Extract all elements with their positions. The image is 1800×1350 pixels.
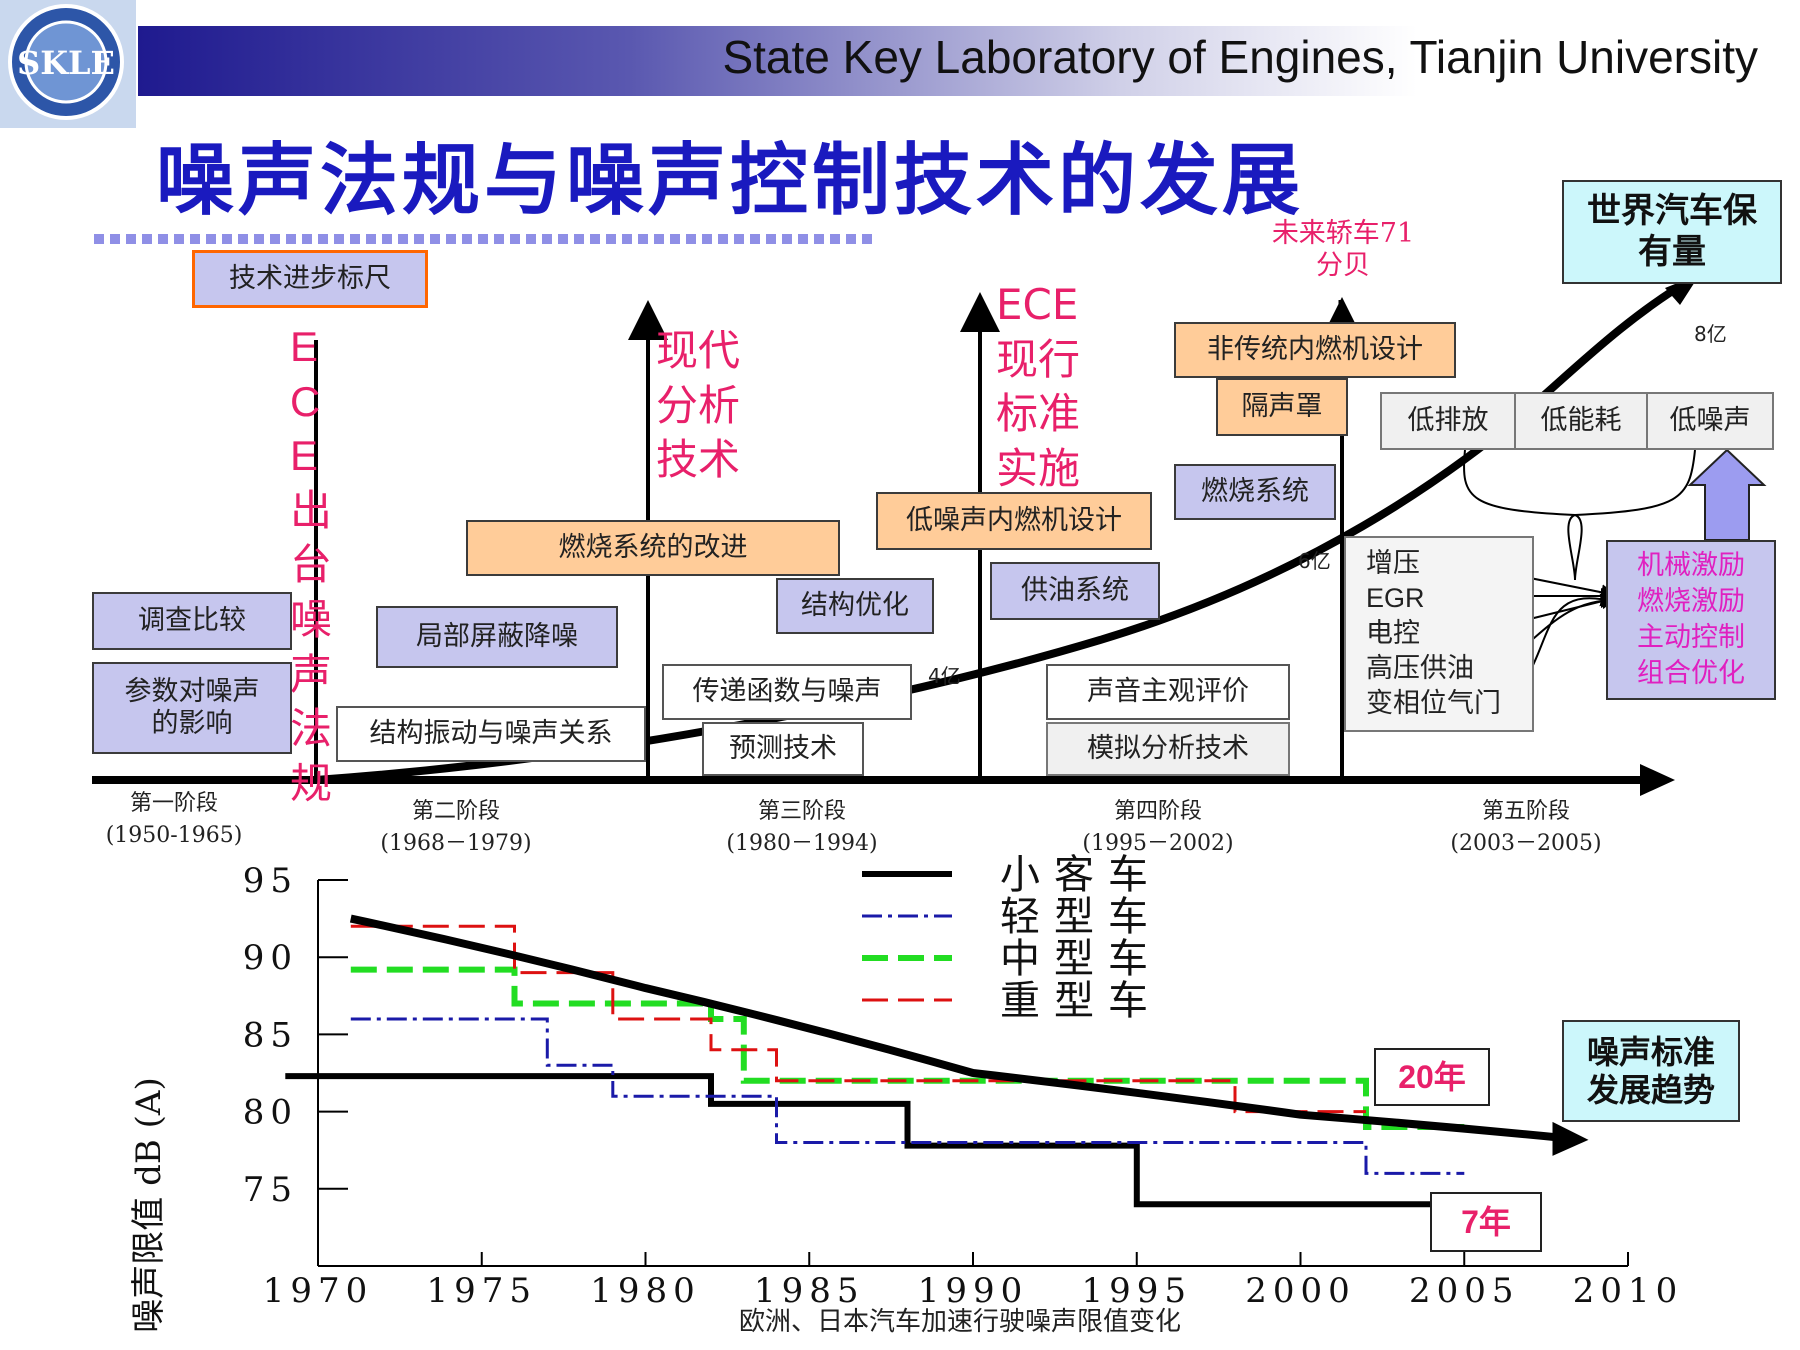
brace-right	[1574, 449, 1696, 516]
x-tick-label: 1980	[590, 1271, 701, 1311]
box-local-shield: 局部屏蔽降噪	[376, 606, 618, 668]
trend-box: 噪声标准发展趋势	[1562, 1020, 1740, 1122]
y-tick-label: 75	[243, 1170, 298, 1210]
tech-item: 增压	[1366, 548, 1420, 579]
y-tick-label: 90	[243, 938, 298, 978]
series-line	[350, 1017, 1465, 1175]
y-tick-label: 95	[243, 861, 298, 901]
chart-axes: 1970 1975 1980 1985 1990 1995 2000 2005 2010 75 80…	[243, 861, 1684, 1311]
twenty-years-label: 20年	[1374, 1048, 1490, 1106]
future-car-label: 未来轿车71分贝	[1271, 218, 1415, 282]
x-tick-label: 2005	[1409, 1271, 1520, 1311]
box-low-noise-design: 低噪声内燃机设计	[876, 492, 1152, 550]
tech-scale-box: 技术进步标尺	[192, 250, 428, 308]
x-tick-label: 1995	[1081, 1271, 1192, 1311]
box-predict: 预测技术	[702, 722, 864, 776]
ece-issued-label: ECE出台噪声法规	[290, 323, 333, 807]
result-item: 机械激励	[1637, 550, 1745, 581]
y-tick-label: 80	[243, 1093, 298, 1133]
tech-item: 电控	[1366, 618, 1420, 649]
legend-label: 中型车	[1000, 936, 1162, 982]
box-combustion-improve: 燃烧系统的改进	[466, 520, 840, 576]
modern-analysis-label: 现代分析技术	[656, 326, 741, 485]
y-axis-label: 噪声限值 dB (A)	[129, 1077, 169, 1332]
legend-label: 轻型车	[1000, 894, 1162, 940]
chart-trend	[349, 914, 1589, 1156]
lab-name: State Key Laboratory of Engines, Tianjin…	[722, 31, 1758, 83]
box-param: 参数对噪声的影响	[92, 662, 292, 754]
tech-list-box: 增压 EGR 电控 高压供油 变相位气门	[1344, 536, 1534, 732]
x-tick-label: 2000	[1245, 1271, 1356, 1311]
seven-years-label: 7年	[1430, 1192, 1542, 1252]
trend-line	[349, 914, 1563, 1142]
stage-1: 第一阶段 (1950-1965)	[105, 791, 243, 848]
x-tick-label: 1975	[426, 1271, 537, 1311]
box-enclosure: 隔声罩	[1216, 378, 1348, 436]
box-simulation: 模拟分析技术	[1046, 722, 1290, 776]
result-list-box: 机械激励 燃烧激励 主动控制 组合优化	[1606, 540, 1776, 700]
timeline-arrow-icon	[1640, 764, 1675, 796]
box-struct-vib: 结构振动与噪声关系	[336, 706, 646, 762]
box-low-emission: 低排放	[1380, 392, 1516, 450]
box-subjective: 声音主观评价	[1046, 664, 1290, 720]
page-title: 噪声法规与噪声控制技术的发展	[156, 136, 1305, 226]
stage-2: 第二阶段 (1968－1979)	[380, 799, 532, 856]
tech-item: 变相位气门	[1366, 688, 1501, 719]
count-4: 4亿	[928, 664, 961, 688]
x-tick-label: 1985	[754, 1271, 865, 1311]
legend-label: 重型车	[1000, 978, 1162, 1024]
box-survey: 调查比较	[92, 592, 292, 650]
result-item: 主动控制	[1637, 622, 1745, 653]
ece-current-label: ECE现行标准实施	[996, 280, 1081, 493]
stage-3: 第三阶段 (1980－1994)	[726, 799, 878, 856]
tech-item: EGR	[1366, 583, 1425, 613]
noise-limit-chart: 1970 1975 1980 1985 1990 1995 2000 2005 2010 75 80…	[129, 852, 1684, 1337]
chart-series	[285, 924, 1465, 1208]
x-tick-label: 1970	[263, 1271, 374, 1311]
box-low-noise: 低噪声	[1646, 392, 1774, 450]
box-struct-opt: 结构优化	[776, 578, 934, 634]
x-axis-label: 欧洲、日本汽车加速行驶噪声限值变化	[739, 1307, 1181, 1337]
header-bar	[138, 26, 1778, 96]
box-low-energy: 低能耗	[1514, 392, 1648, 450]
stage-4: 第四阶段 (1995－2002)	[1082, 799, 1234, 856]
count-6: 6亿	[1298, 549, 1331, 573]
stage-5: 第五阶段 (2003－2005)	[1450, 799, 1602, 856]
x-tick-label: 1990	[918, 1271, 1029, 1311]
series-line	[350, 966, 1465, 1130]
x-tick-label: 2010	[1573, 1271, 1684, 1311]
series-line	[350, 924, 1366, 1114]
tech-item: 高压供油	[1366, 653, 1474, 684]
box-unconventional: 非传统内燃机设计	[1174, 322, 1456, 378]
result-item: 燃烧激励	[1637, 586, 1745, 617]
world-cars-box: 世界汽车保有量	[1562, 180, 1782, 284]
trend-arrow-icon	[1552, 1121, 1589, 1156]
series-line	[285, 1073, 1432, 1208]
box-transfer: 传递函数与噪声	[662, 664, 912, 720]
y-tick-label: 85	[243, 1015, 298, 1055]
box-combustion-system: 燃烧系统	[1174, 464, 1336, 520]
count-8: 8亿	[1694, 322, 1727, 346]
dotted-divider	[94, 234, 874, 244]
result-item: 组合优化	[1637, 658, 1745, 689]
brace-left	[1463, 449, 1583, 581]
box-fuel-system: 供油系统	[990, 562, 1160, 620]
logo-text: SKLE	[17, 44, 115, 82]
legend-label: 小客车	[1000, 852, 1162, 898]
purple-up-arrow-icon	[1687, 448, 1767, 541]
skle-logo-icon: SKLE	[0, 0, 136, 128]
